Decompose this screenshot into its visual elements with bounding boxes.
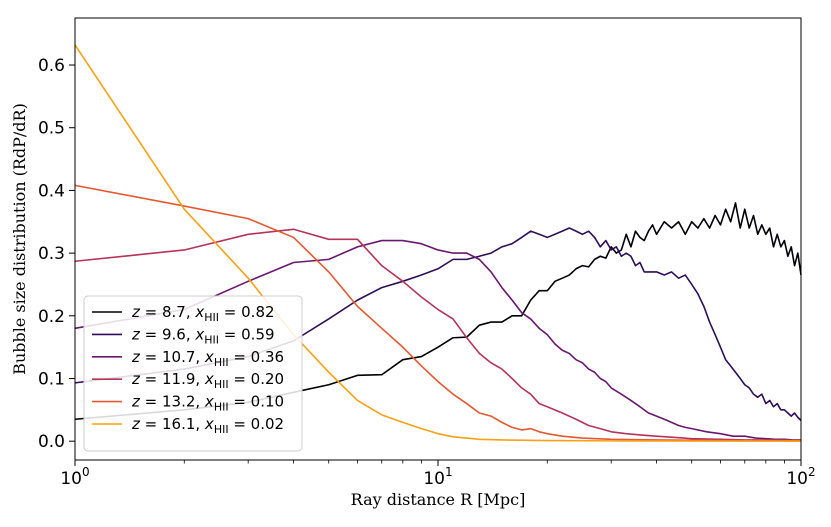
x-axis-ticks: 100 101 102 [60, 460, 816, 489]
x-axis-title: Ray distance R [Mpc] [351, 490, 526, 509]
x-tick-label: 102 [786, 465, 815, 489]
y-tick-label: 0.6 [38, 56, 65, 76]
legend-label: z = 13.2, xHII = 0.10 [131, 393, 284, 414]
legend-label: z = 11.9, xHII = 0.20 [131, 370, 284, 391]
legend-label: z = 16.1, xHII = 0.02 [131, 415, 284, 436]
legend-box [83, 295, 303, 452]
y-tick-label: 0.4 [38, 181, 65, 201]
y-axis-title: Bubble size distribution (RdP/dR) [10, 103, 29, 375]
y-tick-label: 0.2 [38, 307, 65, 327]
legend-label: z = 9.6, xHII = 0.59 [131, 325, 275, 346]
y-tick-label: 0.0 [38, 432, 65, 452]
y-tick-label: 0.1 [38, 369, 65, 389]
x-tick-label: 101 [423, 465, 452, 489]
x-tick-label: 100 [60, 465, 89, 489]
legend: z = 8.7, xHII = 0.82z = 9.6, xHII = 0.59… [83, 295, 303, 452]
y-tick-label: 0.3 [38, 244, 65, 264]
y-tick-label: 0.5 [38, 119, 65, 139]
y-axis-ticks: 0.0 0.1 0.2 0.3 0.4 0.5 0.6 [38, 56, 75, 452]
series-line-4 [74, 228, 802, 442]
legend-label: z = 8.7, xHII = 0.82 [131, 303, 275, 324]
series-line-5 [74, 184, 801, 442]
series-line-1 [74, 202, 802, 421]
legend-label: z = 10.7, xHII = 0.36 [131, 348, 284, 369]
series-line-3 [74, 239, 801, 441]
series-line-2 [74, 227, 802, 422]
